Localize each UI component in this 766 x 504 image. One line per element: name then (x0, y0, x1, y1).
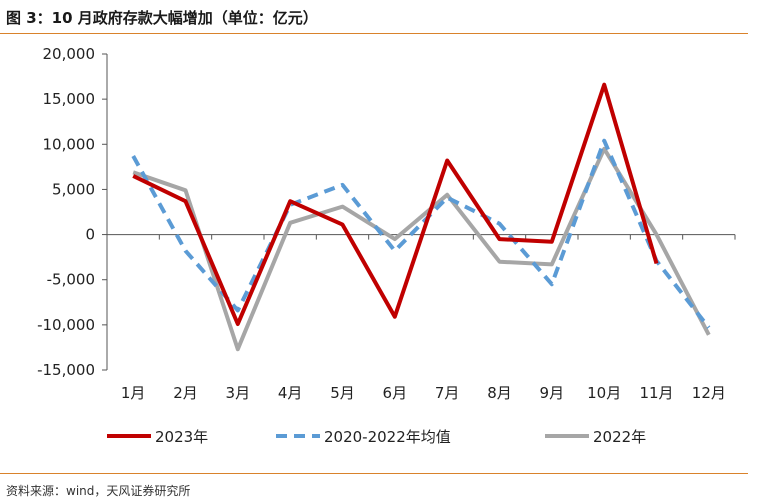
x-tick-label: 12月 (692, 384, 726, 402)
y-tick-label: -15,000 (37, 361, 95, 379)
y-tick-label: 20,000 (43, 45, 96, 63)
y-axis: -15,000 -10,000 -5,000 0 5,000 10,000 15,000 20… (37, 45, 108, 379)
series-layer (131, 82, 711, 352)
top-divider (0, 33, 748, 34)
x-tick-label: 7月 (435, 384, 460, 402)
x-tick-label: 10月 (587, 384, 621, 402)
line-chart: -15,000 -10,000 -5,000 0 5,000 10,000 15,000 20… (37, 45, 736, 446)
y-tick-label: -5,000 (47, 271, 95, 289)
x-tick-label: 8月 (487, 384, 512, 402)
bottom-divider (0, 473, 748, 474)
y-tick-label: 10,000 (43, 135, 96, 153)
x-tick-label: 5月 (330, 384, 355, 402)
source-note: 资料来源：wind，天风证券研究所 (6, 484, 191, 498)
series-line-0 (132, 82, 659, 326)
page-title: 图 3：10 月政府存款大幅增加（单位：亿元） (6, 9, 318, 27)
y-tick-label: 15,000 (43, 90, 96, 108)
y-tick-label: -10,000 (37, 316, 95, 334)
x-tick-label: 2月 (173, 384, 198, 402)
x-tick-label: 9月 (540, 384, 565, 402)
x-tick-label: 6月 (383, 384, 408, 402)
y-tick-label: 5,000 (52, 180, 95, 198)
legend: 2023年 2020-2022年均值 2022年 (107, 428, 646, 446)
series-line-1 (131, 138, 711, 329)
x-tick-label: 1月 (121, 384, 146, 402)
y-tick-label: 0 (85, 226, 95, 244)
x-tick-label: 4月 (278, 384, 303, 402)
legend-label-1: 2020-2022年均值 (324, 428, 451, 446)
legend-label-2: 2022年 (593, 428, 646, 446)
x-tick-label: 11月 (639, 384, 673, 402)
x-axis: 1月 2月 3月 4月 5月 6月 7月 8月 9月 10月 11月 12月 (106, 234, 736, 402)
x-tick-label: 3月 (226, 384, 251, 402)
legend-label-0: 2023年 (155, 428, 208, 446)
